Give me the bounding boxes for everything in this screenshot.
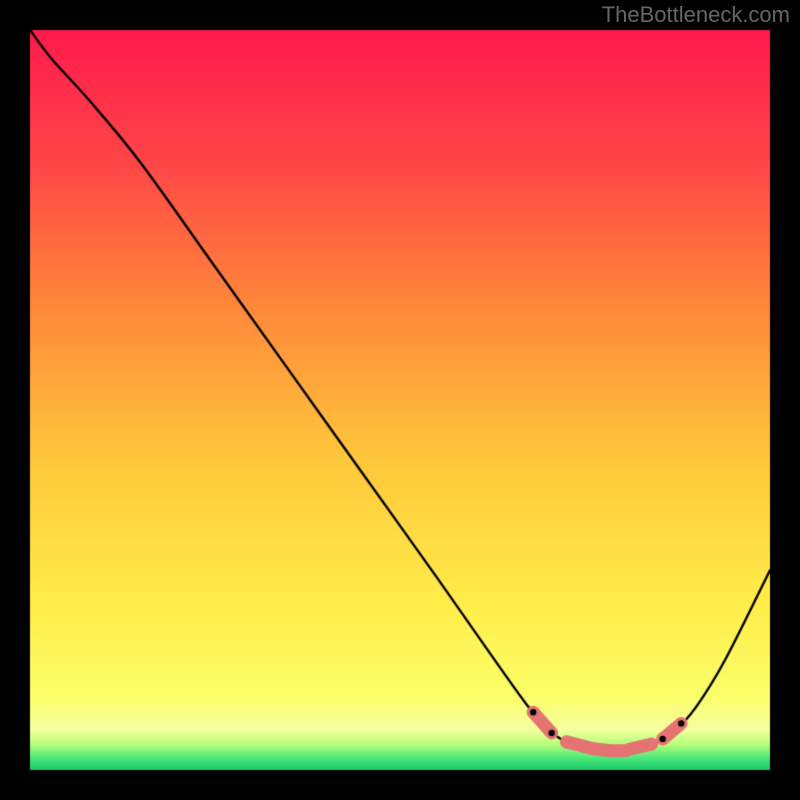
- watermark-text: TheBottleneck.com: [602, 2, 790, 28]
- bottleneck-chart: [0, 0, 800, 800]
